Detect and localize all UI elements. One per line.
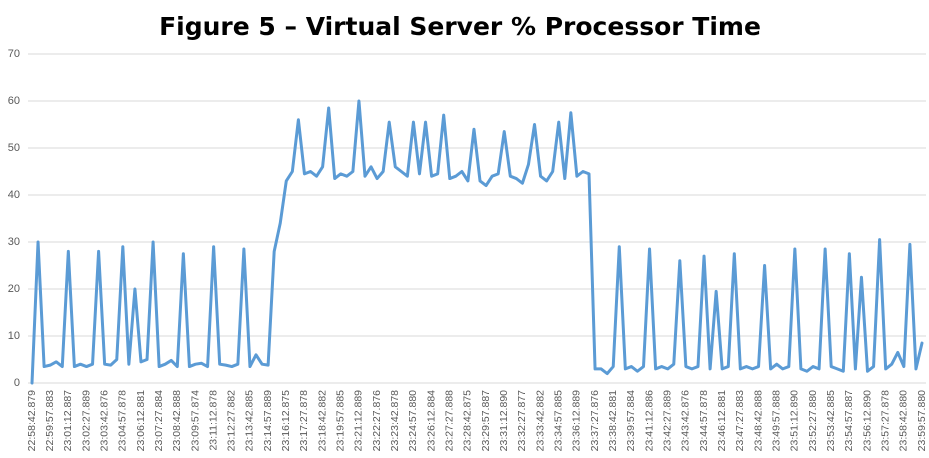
x-tick-label: 23:52:27.880: [807, 390, 819, 451]
x-tick-label: 22:59:57.883: [44, 390, 56, 451]
x-tick-label: 23:29:57.887: [480, 390, 492, 451]
y-tick-label: 70: [8, 48, 20, 60]
x-tick-label: 23:08:42.888: [171, 390, 183, 451]
x-tick-label: 23:33:42.882: [534, 390, 546, 451]
y-tick-label: 20: [8, 283, 20, 295]
x-tick-label: 23:41:12.886: [643, 390, 655, 451]
x-tick-label: 23:46:12.881: [716, 390, 728, 451]
y-tick-label: 50: [8, 142, 20, 154]
x-tick-label: 23:16:12.875: [280, 390, 292, 451]
x-tick-label: 23:12:27.882: [226, 390, 238, 451]
x-tick-label: 23:54:57.887: [843, 390, 855, 451]
x-tick-label: 23:34:57.885: [553, 390, 565, 451]
y-tick-label: 10: [8, 330, 20, 342]
x-tick-label: 23:18:42.882: [316, 390, 328, 451]
x-tick-label: 23:06:12.881: [135, 390, 147, 451]
x-tick-label: 23:31:12.890: [498, 390, 510, 451]
x-tick-label: 23:42:27.889: [661, 390, 673, 451]
x-tick-label: 23:22:27.876: [371, 390, 383, 451]
x-tick-label: 23:03:42.876: [98, 390, 110, 451]
x-tick-label: 23:51:12.890: [789, 390, 801, 451]
x-tick-label: 23:21:12.889: [353, 390, 365, 451]
y-tick-label: 60: [8, 95, 20, 107]
x-tick-label: 23:13:42.885: [244, 390, 256, 451]
x-tick-label: 23:43:42.876: [680, 390, 692, 451]
y-tick-label: 40: [8, 189, 20, 201]
chart-title: Figure 5 – Virtual Server % Processor Ti…: [159, 12, 761, 41]
x-tick-label: 23:32:27.877: [516, 390, 528, 451]
x-tick-label: 23:39:57.884: [625, 390, 637, 451]
x-tick-label: 23:58:42.880: [898, 390, 910, 451]
x-tick-label: 23:01:12.887: [62, 390, 74, 451]
x-tick-label: 23:37:27.876: [589, 390, 601, 451]
data-line: [30, 99, 924, 385]
x-tick-label: 23:53:42.885: [825, 390, 837, 451]
x-tick-label: 23:27:27.888: [444, 390, 456, 451]
x-tick-label: 23:38:42.881: [607, 390, 619, 451]
x-tick-label: 23:44:57.878: [698, 390, 710, 451]
x-tick-label: 23:23:42.878: [389, 390, 401, 451]
x-tick-label: 23:26:12.884: [425, 390, 437, 451]
x-tick-label: 23:36:12.889: [571, 390, 583, 451]
x-tick-label: 23:49:57.888: [770, 390, 782, 451]
x-tick-label: 23:14:57.889: [262, 390, 274, 451]
y-tick-label: 0: [14, 377, 20, 389]
x-tick-label: 23:04:57.878: [117, 390, 129, 451]
x-tick-label: 23:17:27.878: [298, 390, 310, 451]
x-tick-label: 23:48:42.888: [752, 390, 764, 451]
x-tick-label: 23:07:27.884: [153, 390, 165, 451]
x-tick-label: 23:19:57.885: [335, 390, 347, 451]
x-tick-label: 23:59:57.880: [916, 390, 928, 451]
x-tick-label: 22:58:42.879: [26, 390, 38, 451]
x-tick-label: 23:24:57.880: [407, 390, 419, 451]
x-tick-label: 23:56:12.890: [861, 390, 873, 451]
x-tick-label: 23:28:42.875: [462, 390, 474, 451]
x-tick-label: 23:47:27.883: [734, 390, 746, 451]
x-tick-label: 23:11:12.878: [207, 390, 219, 451]
y-tick-label: 30: [8, 236, 20, 248]
x-tick-label: 23:09:57.874: [189, 390, 201, 451]
x-tick-label: 23:02:27.889: [80, 390, 92, 451]
x-tick-label: 23:57:27.878: [879, 390, 891, 451]
